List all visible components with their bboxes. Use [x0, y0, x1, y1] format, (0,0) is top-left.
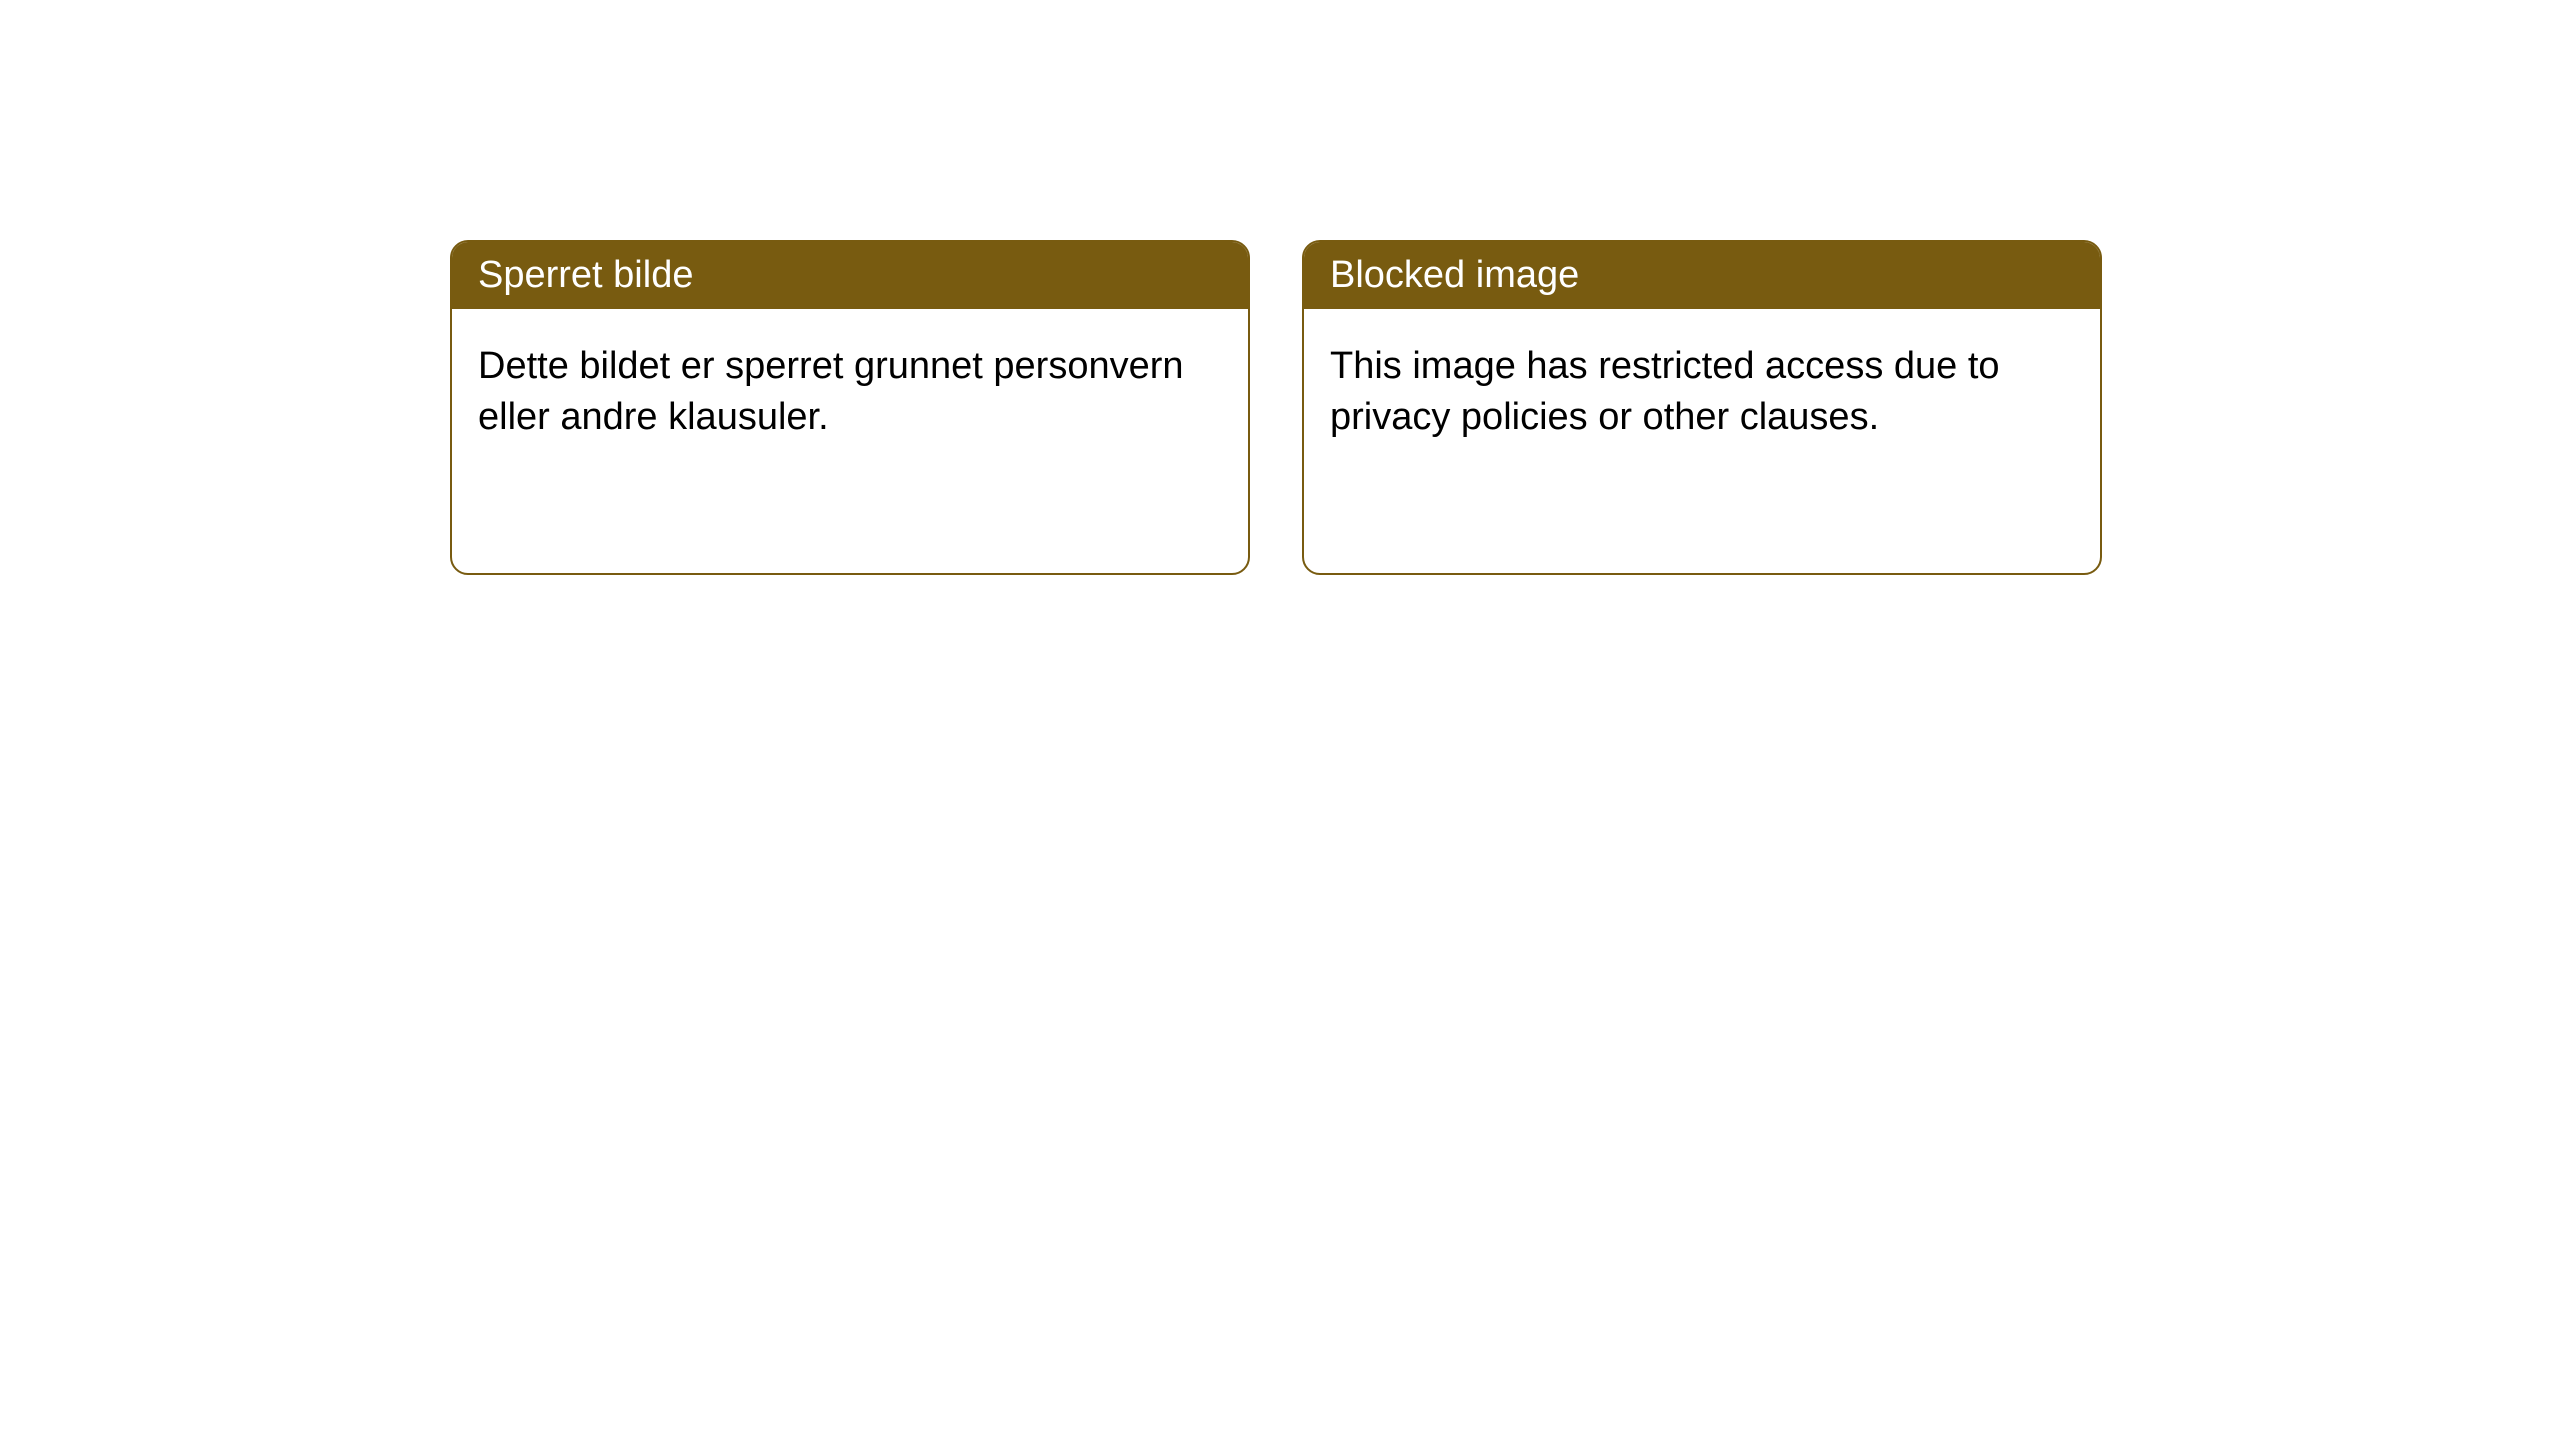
card-header-english: Blocked image [1304, 242, 2100, 309]
card-body-norwegian: Dette bildet er sperret grunnet personve… [452, 309, 1248, 476]
blocked-image-card-english: Blocked image This image has restricted … [1302, 240, 2102, 575]
card-body-text: This image has restricted access due to … [1330, 345, 2000, 438]
card-title: Blocked image [1330, 254, 1579, 296]
blocked-image-card-norwegian: Sperret bilde Dette bildet er sperret gr… [450, 240, 1250, 575]
card-body-text: Dette bildet er sperret grunnet personve… [478, 345, 1184, 438]
card-header-norwegian: Sperret bilde [452, 242, 1248, 309]
card-title: Sperret bilde [478, 254, 693, 296]
card-body-english: This image has restricted access due to … [1304, 309, 2100, 476]
blocked-image-notice-cards: Sperret bilde Dette bildet er sperret gr… [450, 240, 2560, 575]
